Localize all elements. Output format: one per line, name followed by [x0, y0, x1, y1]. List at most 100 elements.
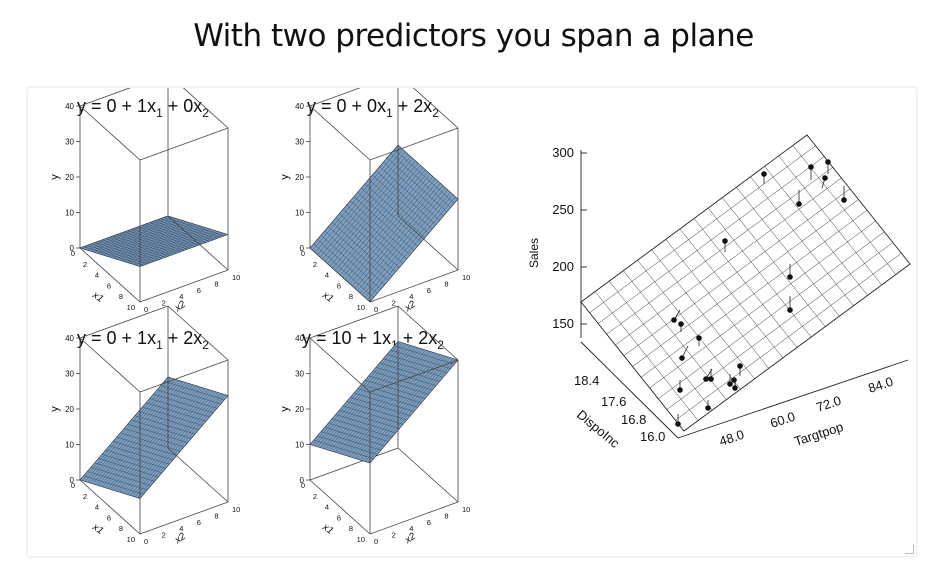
plane-grid-line	[362, 192, 451, 296]
dispoinc-tick-label: 17.6	[601, 394, 626, 409]
x2-tick-label: 4	[409, 524, 413, 533]
x1-tick-label: 8	[349, 524, 353, 533]
x2-tick-label: 4	[179, 524, 183, 533]
dispoinc-axis-label: DispoInc	[574, 407, 623, 451]
figure-panel: y = 0 + 1x1 + 0x2 0 10 20 30 40 y 0 2 4 6 8 10 x1 0 2 4 6…	[28, 88, 916, 556]
x1-axis-label: x1	[319, 289, 335, 305]
equation-text: y = 0 + 0x	[307, 96, 386, 116]
plane-grid-line	[675, 253, 902, 421]
dispoinc-tick-label: 18.4	[574, 373, 599, 388]
box-edge	[79, 88, 131, 107]
data-point	[675, 421, 681, 427]
plane-grid-line	[164, 217, 225, 237]
y-tick-label: 0	[300, 244, 305, 253]
x1-tick-label: 0	[71, 481, 75, 490]
sales-plot: 150 200 250 300 Sales 16.0 16.8 17.618.4 DispoIn…	[527, 134, 911, 451]
box-edge	[397, 305, 459, 361]
x2-axis-label: x2	[172, 531, 188, 547]
plane-grid-line	[649, 220, 876, 389]
sales-axis-label: Sales	[527, 238, 541, 268]
x1-tick-label: 6	[107, 281, 111, 290]
x2-tick-label: 0	[374, 537, 378, 546]
y-tick-label: 20	[295, 405, 304, 414]
box-edge	[139, 359, 229, 393]
equation-text: + 2x	[393, 96, 433, 116]
data-point	[825, 159, 831, 165]
data-point	[796, 201, 802, 207]
plane-grid-line	[383, 358, 444, 378]
x1-tick-label: 0	[301, 249, 305, 258]
plane-grid-line	[367, 359, 456, 463]
x2-tick-label: 0	[144, 305, 148, 314]
dispoinc-tick-label: 16.8	[621, 412, 646, 427]
data-point	[808, 164, 814, 170]
plane-grid-line	[390, 349, 451, 369]
plane-grid-line	[132, 393, 221, 497]
data-point	[727, 381, 733, 387]
x1-tick-label: 2	[83, 492, 87, 501]
y-tick-label: 10	[65, 441, 74, 450]
box-edge	[369, 359, 459, 393]
plot-equation: y = 0 + 1x1 + 0x2	[77, 96, 209, 120]
equation-text: + 2x	[163, 328, 203, 348]
plane-grid-line	[137, 233, 226, 266]
box-edge	[369, 501, 459, 535]
x2-tick-label: 0	[144, 537, 148, 546]
box-edge	[182, 88, 229, 129]
y-axis-label: y	[279, 406, 291, 412]
box-edge	[79, 479, 141, 535]
sales-tick-label: 150	[552, 316, 574, 331]
plane-grid-line	[134, 393, 224, 498]
x1-axis-label: x1	[319, 521, 335, 537]
data-point	[671, 317, 677, 323]
x2-tick-label: 8	[214, 279, 218, 288]
box-edge	[167, 305, 229, 361]
box-edge	[139, 127, 229, 161]
box-edge	[79, 247, 141, 303]
equation-text: y = 0 + 1x	[77, 328, 156, 348]
x2-tick-label: 2	[392, 531, 396, 540]
equation-subscript: 1	[156, 338, 163, 352]
box-edge	[309, 447, 399, 481]
plane-plot-2: y = 0 + 0x1 + 2x2010203040y0246810x10246…	[279, 88, 470, 315]
equation-subscript: 2	[202, 338, 209, 352]
data-point	[822, 175, 828, 181]
x1-tick-label: 0	[301, 481, 305, 490]
slide-title: With two predictors you span a plane	[193, 18, 754, 54]
y-tick-label: 0	[300, 476, 305, 485]
x1-tick-label: 10	[127, 303, 135, 312]
plane-grid-line	[632, 199, 859, 367]
x1-tick-label: 8	[349, 292, 353, 301]
y-tick-label: 40	[65, 102, 74, 111]
y-tick-label: 40	[295, 102, 304, 111]
x2-tick-label: 10	[462, 505, 470, 514]
resize-corner-icon	[905, 545, 914, 554]
x1-tick-label: 6	[337, 513, 341, 522]
x1-tick-label: 6	[337, 281, 341, 290]
x2-tick-label: 4	[179, 292, 183, 301]
box-edge	[79, 337, 141, 393]
x2-tick-label: 10	[462, 273, 470, 282]
y-tick-label: 20	[65, 173, 74, 182]
y-tick-label: 0	[70, 244, 75, 253]
targtpop-tick-label: 84.0	[866, 374, 895, 396]
box-edge	[309, 337, 371, 393]
plane-plot-1: y = 0 + 1x1 + 0x2010203040y0246810x10246…	[49, 88, 240, 315]
x2-tick-label: 6	[427, 518, 431, 527]
plane-grid-line	[383, 162, 444, 217]
sales-tick-label: 250	[552, 202, 574, 217]
plane-grid-line	[640, 210, 868, 378]
x2-tick-label: 10	[232, 273, 240, 282]
y-axis-label: y	[49, 174, 61, 180]
x1-tick-label: 10	[357, 535, 365, 544]
x1-tick-label: 2	[313, 492, 317, 501]
plane-grid-line	[137, 394, 226, 498]
box-edge	[309, 479, 371, 535]
y-axis-label: y	[49, 406, 61, 412]
plot-equation: y = 0 + 0x1 + 2x2	[307, 96, 439, 120]
x2-tick-label: 2	[392, 299, 396, 308]
plane-grid-line	[589, 145, 816, 313]
x2-tick-label: 8	[444, 279, 448, 288]
dispoinc-tick-label: 16.0	[640, 429, 665, 444]
data-point	[703, 376, 709, 382]
